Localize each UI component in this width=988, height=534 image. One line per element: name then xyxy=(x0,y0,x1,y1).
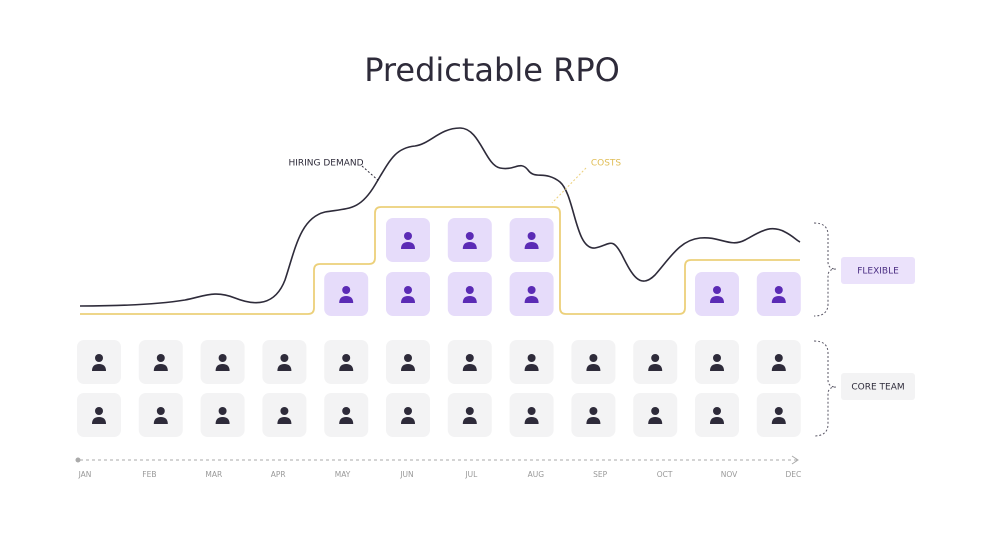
month-label: NOV xyxy=(721,470,738,479)
icon-head xyxy=(651,407,660,415)
month-label: OCT xyxy=(657,470,673,479)
icon-body xyxy=(92,417,106,424)
month-label: JAN xyxy=(78,470,92,479)
month-label: APR xyxy=(271,470,286,479)
hiring-demand-pointer xyxy=(361,165,381,183)
core-team-label: CORE TEAM xyxy=(851,383,904,393)
icon-body xyxy=(462,364,477,371)
icon-head xyxy=(404,232,412,240)
icon-head xyxy=(95,407,103,415)
hiring-demand-label: HIRING DEMAND xyxy=(288,159,363,169)
icon-head xyxy=(280,407,289,415)
icon-head xyxy=(589,407,598,415)
icon-body xyxy=(401,364,415,371)
icon-head xyxy=(342,407,351,415)
month-label: JUN xyxy=(399,470,413,479)
icon-body xyxy=(524,242,539,249)
icon-head xyxy=(465,232,474,240)
icon-body xyxy=(710,364,724,371)
month-labels: JAN FEB MAR APR MAY JUN JUL AUG SEP OCT NOV DEC xyxy=(78,470,802,479)
icon-body xyxy=(339,417,354,424)
icon-body xyxy=(401,242,415,249)
core-team-box xyxy=(841,373,915,400)
costs-label: COSTS xyxy=(591,159,622,169)
icon-head xyxy=(527,407,536,415)
icon-body xyxy=(771,364,786,371)
icon-head xyxy=(465,354,474,362)
month-label: FEB xyxy=(142,470,156,479)
icon-body xyxy=(648,417,663,424)
icon-head xyxy=(342,286,351,294)
icon-body xyxy=(215,417,230,424)
icon-head xyxy=(404,286,412,294)
icon-body xyxy=(586,417,601,424)
hiring-demand-line xyxy=(79,127,801,307)
icon-body xyxy=(524,296,539,303)
month-label: MAR xyxy=(205,470,222,479)
timeline-start xyxy=(75,457,81,463)
icon-head xyxy=(713,354,721,362)
flexible-box xyxy=(841,257,915,284)
icon-body xyxy=(524,417,539,424)
icon-body xyxy=(339,296,354,303)
icon-head xyxy=(465,407,474,415)
icon-grid xyxy=(77,218,801,437)
timeline-arrow xyxy=(791,455,799,465)
icon-body xyxy=(401,296,415,303)
icon-body xyxy=(771,417,786,424)
costs-pointer xyxy=(551,167,587,204)
icon-head xyxy=(156,407,165,415)
flexible-label: FLEXIBLE xyxy=(857,267,899,277)
icon-body xyxy=(153,364,168,371)
icon-body xyxy=(277,417,292,424)
flexible-bracket xyxy=(813,222,837,317)
icon-head xyxy=(527,232,536,240)
icon-head xyxy=(280,354,289,362)
icon-body xyxy=(586,364,601,371)
month-label: DEC xyxy=(786,470,802,479)
icon-body xyxy=(215,364,230,371)
icon-body xyxy=(462,296,477,303)
month-label: MAY xyxy=(335,470,351,479)
month-label: AUG xyxy=(528,470,545,479)
icon-body xyxy=(710,296,724,303)
icon-head xyxy=(527,354,536,362)
costs-line xyxy=(80,206,800,315)
icon-body xyxy=(339,364,354,371)
icon-head xyxy=(713,407,721,415)
title: Predictable RPO xyxy=(364,51,620,89)
month-label: SEP xyxy=(593,470,607,479)
icon-head xyxy=(156,354,165,362)
icon-head xyxy=(774,286,783,294)
icon-head xyxy=(404,407,412,415)
icon-body xyxy=(401,417,415,424)
core-bracket xyxy=(813,340,837,437)
icon-head xyxy=(774,354,783,362)
icon-head xyxy=(95,354,103,362)
icon-head xyxy=(218,354,227,362)
icon-head xyxy=(342,354,351,362)
icon-head xyxy=(527,286,536,294)
icon-head xyxy=(713,286,721,294)
icon-body xyxy=(771,296,786,303)
icon-head xyxy=(651,354,660,362)
icon-head xyxy=(589,354,598,362)
icon-body xyxy=(462,242,477,249)
icon-body xyxy=(462,417,477,424)
icon-body xyxy=(277,364,292,371)
icon-head xyxy=(774,407,783,415)
icon-body xyxy=(524,364,539,371)
icon-body xyxy=(710,417,724,424)
icon-body xyxy=(648,364,663,371)
icon-head xyxy=(218,407,227,415)
icon-head xyxy=(465,286,474,294)
month-label: JUL xyxy=(464,470,478,479)
icon-head xyxy=(404,354,412,362)
icon-body xyxy=(92,364,106,371)
icon-body xyxy=(153,417,168,424)
